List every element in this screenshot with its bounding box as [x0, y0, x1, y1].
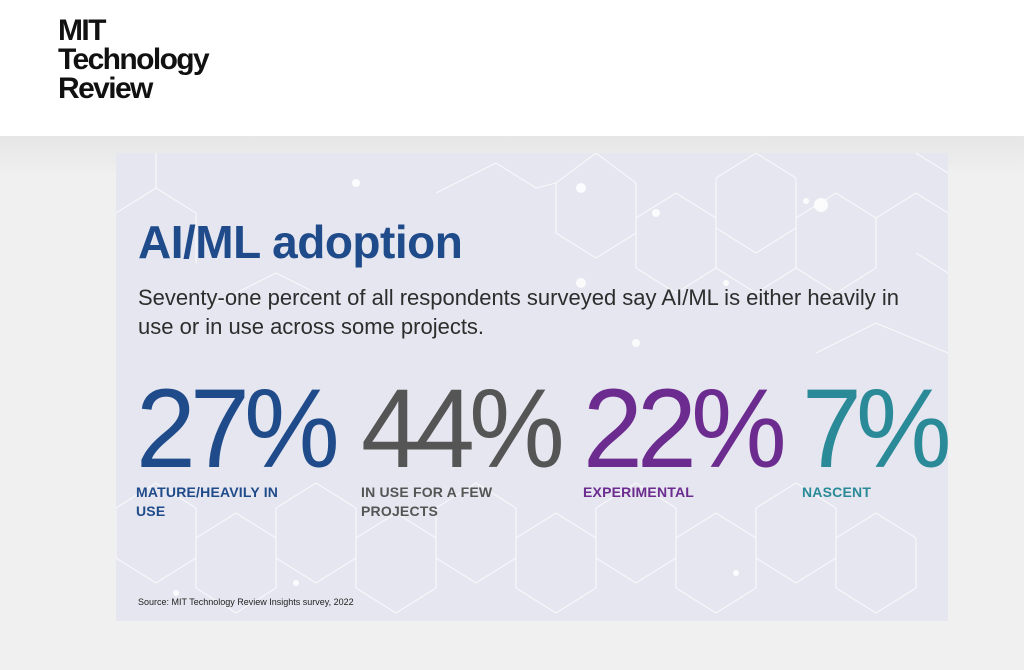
logo-line-2: Technology	[58, 43, 210, 76]
stat-value: 27%	[136, 366, 340, 491]
network-pattern-background	[116, 153, 948, 614]
stat-experimental: 22% EXPERIMENTAL	[583, 366, 789, 502]
stat-value: 7%	[802, 366, 948, 491]
stat-label: MATURE/HEAVILY IN USE	[136, 484, 279, 519]
source-note: Source: MIT Technology Review Insights s…	[138, 597, 354, 607]
stat-mature: 27% MATURE/HEAVILY IN USE	[136, 366, 342, 521]
stat-value: 22%	[583, 366, 787, 491]
mit-technology-review-logo[interactable]: MIT Technology Review	[58, 14, 248, 105]
site-header: MIT Technology Review	[0, 0, 1024, 136]
logo-line-3: Review	[58, 72, 153, 105]
stat-label: NASCENT	[802, 484, 872, 500]
stat-label: EXPERIMENTAL	[583, 484, 695, 500]
infographic-subtitle: Seventy-one percent of all respondents s…	[138, 285, 900, 339]
logo-line-1: MIT	[58, 14, 106, 47]
ai-ml-adoption-infographic: AI/ML adoption Seventy-one percent of al…	[116, 153, 948, 621]
stat-in-use: 44% IN USE FOR A FEW PROJECTS	[361, 366, 567, 521]
infographic-title: AI/ML adoption	[138, 216, 463, 268]
stat-value: 44%	[361, 366, 565, 491]
stat-label: IN USE FOR A FEW PROJECTS	[361, 484, 493, 519]
stat-nascent: 7% NASCENT	[802, 366, 948, 502]
